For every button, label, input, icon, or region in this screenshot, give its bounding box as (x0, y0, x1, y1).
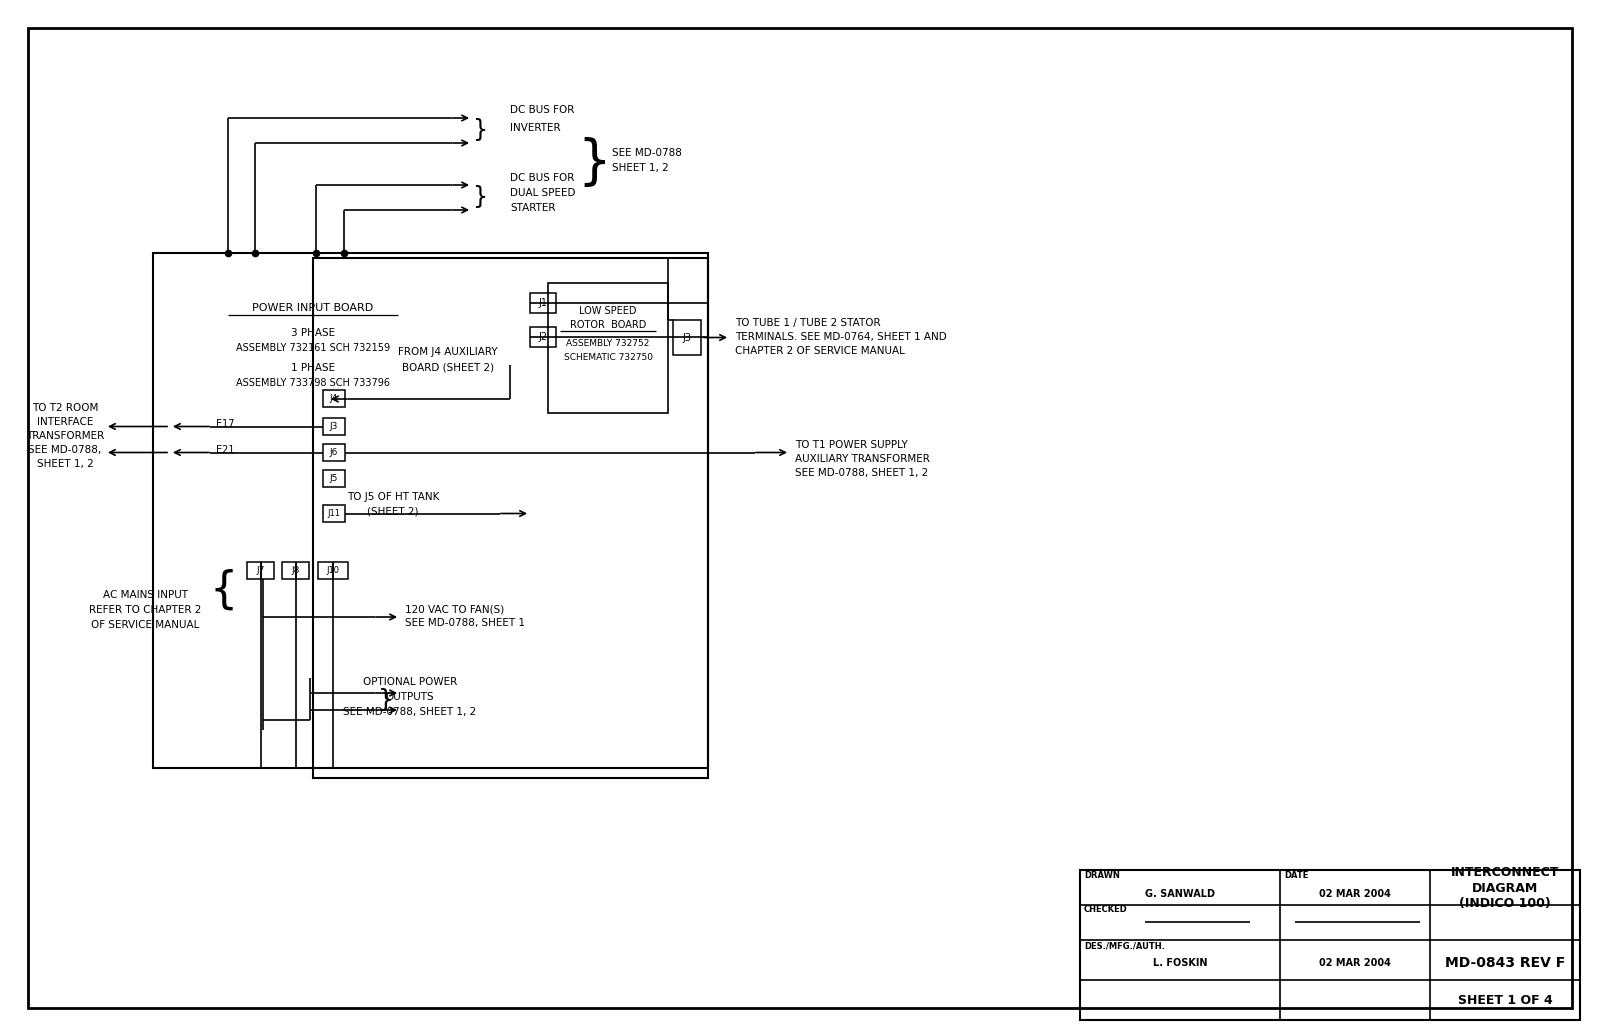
Text: CHECKED: CHECKED (1085, 905, 1128, 915)
Text: DES./MFG./AUTH.: DES./MFG./AUTH. (1085, 942, 1165, 950)
Text: J8: J8 (291, 566, 299, 575)
Text: E21: E21 (216, 444, 235, 455)
Text: SHEET 1, 2: SHEET 1, 2 (613, 163, 669, 173)
Text: OUTPUTS: OUTPUTS (386, 692, 434, 702)
Bar (674, 320, 701, 355)
Text: DRAWN: DRAWN (1085, 871, 1120, 881)
Text: DC BUS FOR: DC BUS FOR (510, 105, 574, 115)
Text: J11: J11 (328, 509, 341, 518)
Text: }: } (378, 688, 394, 712)
Text: {: { (210, 569, 238, 611)
Text: DATE: DATE (1283, 871, 1309, 881)
Text: SCHEMATIC 732750: SCHEMATIC 732750 (563, 352, 653, 362)
Text: INTERFACE: INTERFACE (37, 418, 93, 427)
Text: DC BUS FOR: DC BUS FOR (510, 173, 574, 183)
Text: SEE MD-0788: SEE MD-0788 (613, 148, 682, 159)
Text: LOW SPEED: LOW SPEED (579, 306, 637, 316)
Text: TO J5 OF HT TANK: TO J5 OF HT TANK (347, 492, 438, 502)
Text: J4: J4 (330, 394, 338, 403)
Bar (323, 418, 346, 435)
Text: }: } (474, 118, 488, 142)
Bar (323, 390, 346, 407)
Text: J6: J6 (330, 448, 338, 457)
Text: 1 PHASE: 1 PHASE (291, 363, 334, 373)
Bar (246, 562, 274, 579)
Text: J7: J7 (256, 566, 264, 575)
Text: 02 MAR 2004: 02 MAR 2004 (1318, 889, 1390, 899)
Text: L. FOSKIN: L. FOSKIN (1152, 958, 1208, 968)
Text: }: } (578, 137, 611, 189)
Bar (314, 258, 707, 778)
Bar (323, 470, 346, 487)
Text: J3: J3 (330, 422, 338, 431)
Text: ASSEMBLY 732752: ASSEMBLY 732752 (566, 339, 650, 347)
Text: ASSEMBLY 733798 SCH 733796: ASSEMBLY 733798 SCH 733796 (237, 378, 390, 388)
Bar (530, 327, 557, 347)
Text: E17: E17 (216, 419, 235, 429)
Text: }: } (474, 185, 488, 209)
Text: ROTOR  BOARD: ROTOR BOARD (570, 320, 646, 330)
Text: REFER TO CHAPTER 2: REFER TO CHAPTER 2 (90, 605, 202, 615)
Text: TRANSFORMER: TRANSFORMER (26, 431, 104, 441)
Text: TO TUBE 1 / TUBE 2 STATOR: TO TUBE 1 / TUBE 2 STATOR (734, 318, 880, 328)
Text: TERMINALS. SEE MD-0764, SHEET 1 AND: TERMINALS. SEE MD-0764, SHEET 1 AND (734, 332, 947, 342)
Text: J3: J3 (683, 333, 691, 343)
Text: J1: J1 (539, 298, 547, 308)
Bar (282, 562, 309, 579)
Text: BOARD (SHEET 2): BOARD (SHEET 2) (402, 362, 494, 372)
Text: 120 VAC TO FAN(S): 120 VAC TO FAN(S) (405, 604, 504, 614)
Text: (SHEET 2): (SHEET 2) (368, 506, 419, 516)
Bar (549, 283, 669, 413)
Bar (530, 293, 557, 313)
Text: ASSEMBLY 732161 SCH 732159: ASSEMBLY 732161 SCH 732159 (235, 343, 390, 353)
Text: FROM J4 AUXILIARY: FROM J4 AUXILIARY (398, 347, 498, 357)
Bar (1080, 870, 1581, 1020)
Text: TO T2 ROOM: TO T2 ROOM (32, 403, 98, 413)
Bar (318, 562, 349, 579)
Text: SHEET 1 OF 4: SHEET 1 OF 4 (1458, 994, 1552, 1007)
Bar (154, 253, 707, 768)
Text: TO T1 POWER SUPPLY: TO T1 POWER SUPPLY (795, 440, 907, 450)
Bar (323, 505, 346, 522)
Text: OF SERVICE MANUAL: OF SERVICE MANUAL (91, 620, 198, 630)
Text: POWER INPUT BOARD: POWER INPUT BOARD (253, 303, 374, 313)
Bar (323, 444, 346, 461)
Text: 02 MAR 2004: 02 MAR 2004 (1318, 958, 1390, 968)
Text: OPTIONAL POWER: OPTIONAL POWER (363, 677, 458, 687)
Text: J2: J2 (539, 332, 547, 342)
Text: STARTER: STARTER (510, 203, 555, 213)
Text: INTERCONNECT
DIAGRAM
(INDICO 100): INTERCONNECT DIAGRAM (INDICO 100) (1451, 866, 1558, 910)
Text: G. SANWALD: G. SANWALD (1146, 889, 1214, 899)
Text: AC MAINS INPUT: AC MAINS INPUT (102, 589, 187, 600)
Text: SEE MD-0788, SHEET 1: SEE MD-0788, SHEET 1 (405, 618, 525, 628)
Text: J10: J10 (326, 566, 339, 575)
Text: J5: J5 (330, 474, 338, 483)
Text: SEE MD-0788, SHEET 1, 2: SEE MD-0788, SHEET 1, 2 (344, 707, 477, 717)
Text: DUAL SPEED: DUAL SPEED (510, 188, 576, 198)
Text: INVERTER: INVERTER (510, 123, 560, 133)
Text: MD-0843 REV F: MD-0843 REV F (1445, 956, 1565, 970)
Text: CHAPTER 2 OF SERVICE MANUAL: CHAPTER 2 OF SERVICE MANUAL (734, 346, 906, 356)
Text: SEE MD-0788,: SEE MD-0788, (29, 445, 102, 455)
Text: AUXILIARY TRANSFORMER: AUXILIARY TRANSFORMER (795, 454, 930, 464)
Text: SHEET 1, 2: SHEET 1, 2 (37, 459, 93, 469)
Text: 3 PHASE: 3 PHASE (291, 328, 334, 338)
Text: SEE MD-0788, SHEET 1, 2: SEE MD-0788, SHEET 1, 2 (795, 468, 928, 478)
